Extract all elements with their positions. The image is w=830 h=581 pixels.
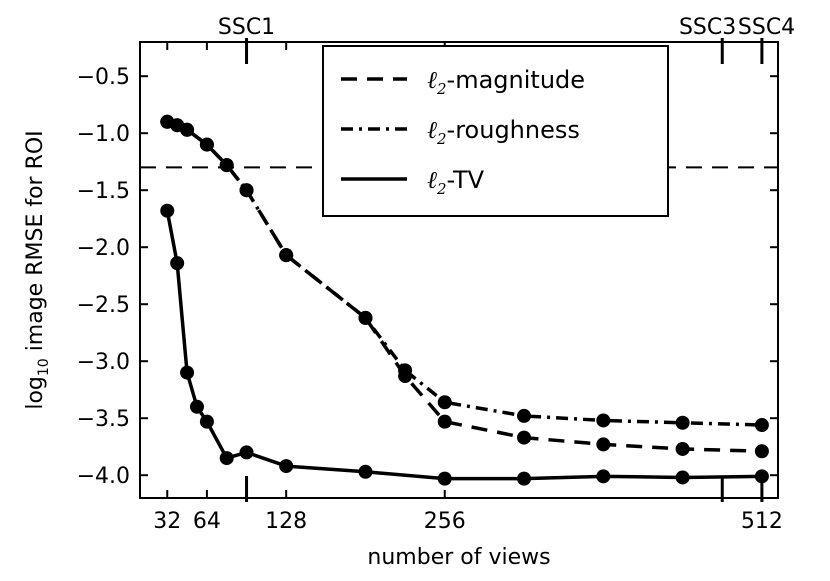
y-axis-label-rest: image RMSE for ROI bbox=[23, 130, 48, 358]
data-point bbox=[675, 470, 690, 485]
y-tick-label: −0.5 bbox=[77, 65, 130, 90]
y-axis-label: log10 image RMSE for ROI bbox=[23, 130, 52, 409]
data-point bbox=[754, 444, 769, 459]
data-point bbox=[239, 445, 254, 460]
legend-subscript: 2 bbox=[436, 130, 447, 148]
data-point bbox=[358, 310, 373, 325]
legend-text: -roughness bbox=[447, 116, 580, 144]
top-tick-label-ssc1: SSC1 bbox=[218, 15, 275, 40]
series-line-solid bbox=[165, 210, 762, 481]
data-point bbox=[170, 256, 185, 271]
data-point bbox=[239, 183, 254, 198]
data-point bbox=[437, 395, 452, 410]
x-tick-label: 64 bbox=[193, 509, 221, 534]
y-tick-label: −1.0 bbox=[77, 122, 130, 147]
data-point bbox=[517, 408, 532, 423]
data-point bbox=[199, 137, 214, 152]
data-point bbox=[279, 248, 294, 263]
data-point bbox=[596, 413, 611, 428]
data-point bbox=[189, 399, 204, 414]
x-axis-label: number of views bbox=[367, 545, 550, 570]
y-tick-label: −3.5 bbox=[77, 407, 130, 432]
legend-subscript: 2 bbox=[436, 180, 447, 198]
data-point bbox=[180, 122, 195, 137]
data-point bbox=[596, 437, 611, 452]
data-point bbox=[754, 418, 769, 433]
y-tick-label: −1.5 bbox=[77, 179, 130, 204]
y-tick-label: −3.0 bbox=[77, 350, 130, 375]
legend-entry: ℓ2-roughness bbox=[427, 116, 580, 148]
top-tick-label-ssc3: SSC3 bbox=[679, 15, 736, 40]
data-point bbox=[675, 441, 690, 456]
x-tick-label: 256 bbox=[424, 509, 466, 534]
data-point bbox=[199, 414, 214, 429]
series-layer bbox=[160, 114, 769, 486]
y-axis-label-log: log bbox=[23, 376, 48, 410]
axes-layer: 32 64 128 256 512 −4.0 −3.5 −3.0 −2.5 −2.0 −1.5 −1.… bbox=[77, 15, 796, 534]
data-point bbox=[160, 203, 175, 218]
legend-text: -magnitude bbox=[447, 66, 585, 94]
plot-frame bbox=[139, 41, 779, 499]
data-point bbox=[437, 414, 452, 429]
x-tick-label: 32 bbox=[153, 509, 181, 534]
legend-text: -TV bbox=[447, 166, 485, 194]
data-point bbox=[437, 471, 452, 486]
legend-entry: ℓ2-magnitude bbox=[427, 66, 585, 98]
data-point bbox=[675, 415, 690, 430]
data-point bbox=[358, 464, 373, 479]
data-point bbox=[517, 471, 532, 486]
legend-ell: ℓ bbox=[427, 66, 437, 94]
data-point bbox=[596, 469, 611, 484]
legend-ell: ℓ bbox=[427, 166, 437, 194]
x-tick-label: 512 bbox=[741, 509, 783, 534]
data-point bbox=[398, 363, 413, 378]
series-line-dashed bbox=[166, 120, 762, 454]
legend-entry: ℓ2-TV bbox=[427, 166, 485, 198]
data-point bbox=[279, 459, 294, 474]
y-tick-label: −2.5 bbox=[77, 293, 130, 318]
y-tick-label: −2.0 bbox=[77, 236, 130, 261]
data-point bbox=[517, 430, 532, 445]
y-axis-label-sub: 10 bbox=[36, 358, 52, 376]
legend-box bbox=[322, 45, 669, 217]
legend-ell: ℓ bbox=[427, 116, 437, 144]
legend-subscript: 2 bbox=[436, 80, 447, 98]
top-tick-label-ssc4: SSC4 bbox=[738, 15, 795, 40]
data-point bbox=[180, 365, 195, 380]
data-point bbox=[219, 158, 234, 173]
x-tick-label: 128 bbox=[265, 509, 307, 534]
y-tick-label: −4.0 bbox=[77, 464, 130, 489]
data-point bbox=[219, 451, 234, 466]
series-line-dashdot bbox=[166, 120, 762, 427]
